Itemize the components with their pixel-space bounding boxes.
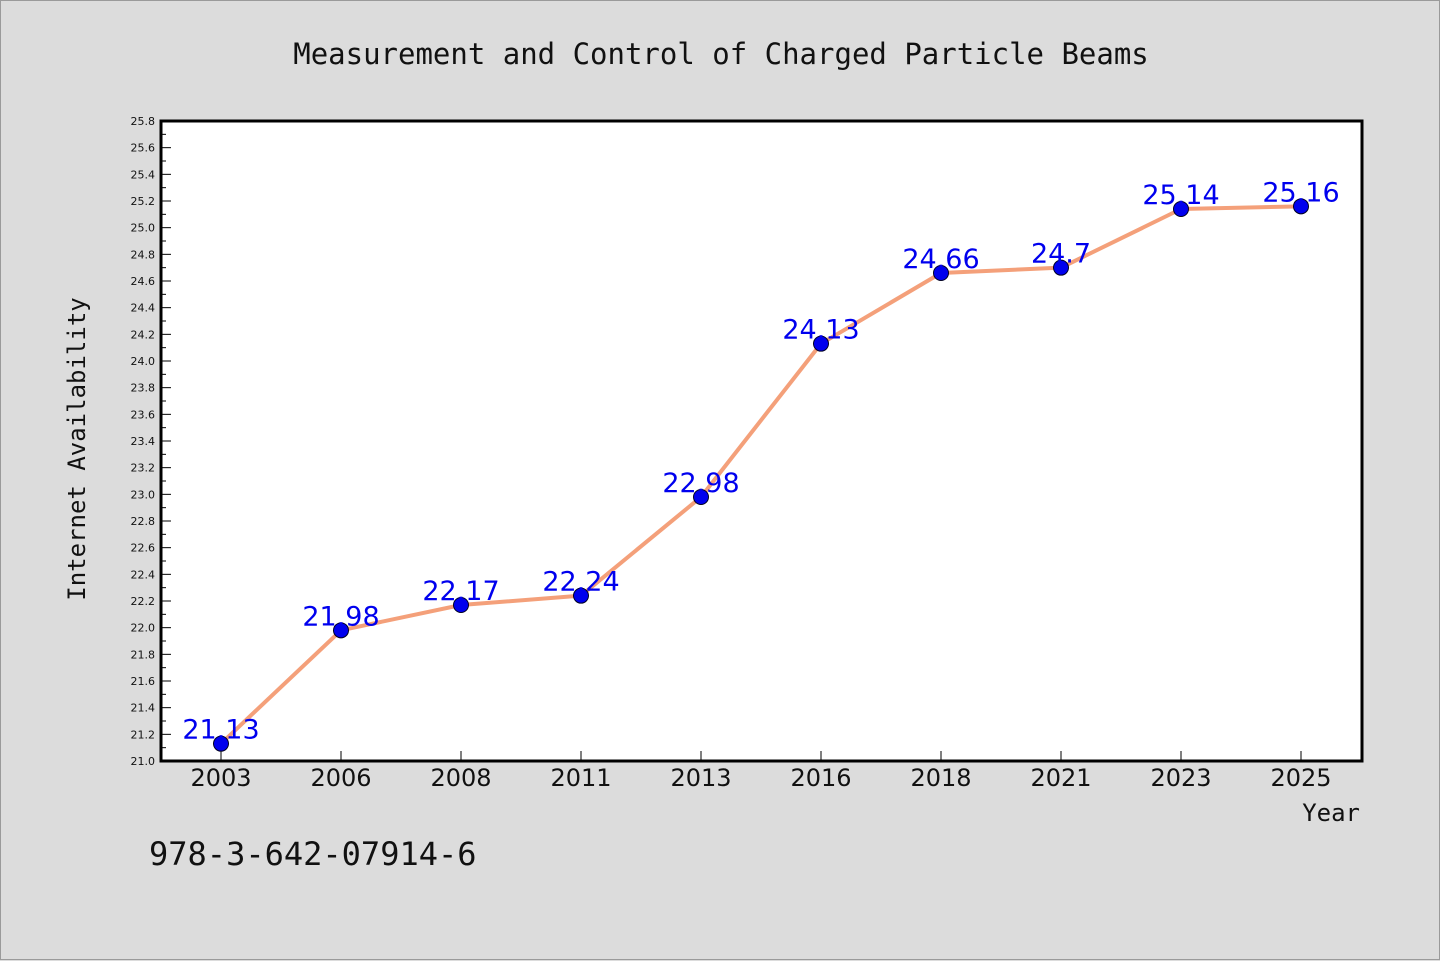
series-line xyxy=(219,204,1302,746)
y-tick-label: 23.2 xyxy=(131,462,156,475)
plot-area xyxy=(159,119,1364,763)
data-label: 24.7 xyxy=(1031,239,1091,270)
data-point xyxy=(213,735,229,752)
y-tick-label: 24.2 xyxy=(131,328,156,341)
y-tick-label: 23.6 xyxy=(131,408,156,421)
y-tick-label: 25.8 xyxy=(131,115,156,128)
y-tick-label: 23.8 xyxy=(131,382,156,395)
y-tick-label: 22.4 xyxy=(131,568,156,581)
y-axis-ticks: 21.0 21.2 21.4 21.6 21.8 22.0 22.2 22.4 22.6 22.8… xyxy=(131,115,171,768)
data-point xyxy=(333,622,349,639)
data-point xyxy=(453,597,469,613)
y-tick-label: 21.6 xyxy=(131,675,156,688)
x-tick-label: 2023 xyxy=(1150,764,1211,792)
data-label: 24.13 xyxy=(782,315,859,346)
data-markers xyxy=(213,198,1309,752)
y-tick-label: 21.4 xyxy=(131,702,156,715)
y-tick-label: 24.6 xyxy=(131,275,156,288)
data-label: 22.98 xyxy=(662,468,739,499)
x-tick-label: 2006 xyxy=(310,764,371,792)
data-label: 22.24 xyxy=(542,567,619,598)
series-line-group xyxy=(219,204,1302,746)
x-axis-ticks: 2003 2006 2008 2011 2013 2016 2018 2021 2023 2025 xyxy=(190,751,1332,792)
x-tick-label: 2021 xyxy=(1030,764,1091,792)
y-tick-label: 24.4 xyxy=(131,302,156,315)
data-point xyxy=(933,265,949,281)
data-label: 25.14 xyxy=(1142,180,1219,211)
x-tick-label: 2025 xyxy=(1270,764,1331,792)
y-tick-label: 24.8 xyxy=(131,248,156,261)
y-tick-label: 21.8 xyxy=(131,648,156,661)
y-tick-label: 24.0 xyxy=(131,355,156,368)
data-point xyxy=(1053,259,1069,276)
x-tick-label: 2003 xyxy=(190,764,251,792)
y-tick-label: 22.0 xyxy=(131,622,156,635)
chart-title: Measurement and Control of Charged Parti… xyxy=(293,37,1149,71)
y-tick-label: 25.6 xyxy=(131,142,156,155)
data-label: 21.13 xyxy=(182,715,259,746)
data-point xyxy=(813,335,829,352)
y-tick-label: 23.4 xyxy=(131,435,156,448)
x-tick-label: 2013 xyxy=(670,764,731,792)
data-point xyxy=(1173,201,1189,217)
data-point xyxy=(693,489,709,505)
x-tick-label: 2018 xyxy=(910,764,971,792)
data-label: 24.66 xyxy=(902,244,979,275)
y-tick-label: 25.2 xyxy=(131,195,156,208)
y-tick-label: 25.4 xyxy=(131,168,156,181)
x-axis-label: Year xyxy=(1302,799,1360,827)
y-tick-label: 22.6 xyxy=(131,542,156,555)
y-tick-label: 21.0 xyxy=(131,755,156,768)
data-labels: 21.13 21.98 22.17 22.24 22.98 24.13 24.66 24.7 2… xyxy=(182,177,1339,745)
y-axis-label: Internet Availability xyxy=(63,297,91,600)
data-point xyxy=(573,587,589,604)
y-tick-label: 25.0 xyxy=(131,222,156,235)
isbn-footnote: 978-3-642-07914-6 xyxy=(149,835,477,873)
x-tick-label: 2008 xyxy=(430,764,491,792)
x-tick-label: 2011 xyxy=(550,764,611,792)
y-tick-label: 21.2 xyxy=(131,728,156,741)
data-point xyxy=(1293,198,1309,215)
data-label: 21.98 xyxy=(302,601,379,632)
x-tick-label: 2016 xyxy=(790,764,851,792)
data-label: 25.16 xyxy=(1262,177,1339,208)
data-label: 22.17 xyxy=(422,576,499,607)
y-tick-label: 22.2 xyxy=(131,595,156,608)
y-tick-label: 23.0 xyxy=(131,488,156,501)
y-tick-label: 22.8 xyxy=(131,515,156,528)
